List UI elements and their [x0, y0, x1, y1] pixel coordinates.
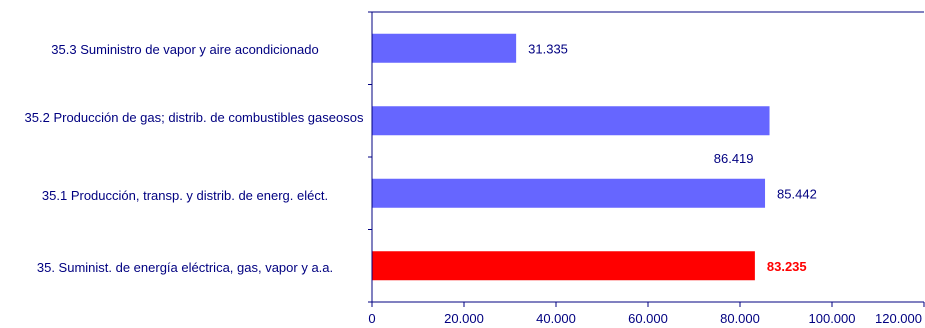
value-label-2: 85.442 — [777, 186, 817, 201]
x-tick-label-5: 100.000 — [809, 311, 856, 326]
x-tick-label-4: 80.000 — [720, 311, 760, 326]
category-label-35-1: 35.1 Producción, transp. y distrib. de e… — [41, 188, 329, 203]
x-tick-label-2: 40.000 — [536, 311, 576, 326]
x-tick-label-6: 120.000 — [875, 311, 922, 326]
bar-2 — [372, 178, 766, 208]
bar-3 — [372, 251, 755, 281]
x-tick-label-1: 20.000 — [444, 311, 484, 326]
x-tick-label-3: 60.000 — [628, 311, 668, 326]
value-label-0: 31.335 — [528, 41, 568, 56]
bar-1 — [372, 106, 770, 136]
x-tick-label-0: 0 — [368, 311, 375, 326]
value-label-1: 86.419 — [714, 151, 754, 166]
category-label-35-2: 35.2 Producción de gas; distrib. de comb… — [24, 110, 364, 125]
category-label-35: 35. Suminist. de energía eléctrica, gas,… — [36, 260, 334, 275]
bar-0 — [372, 33, 517, 63]
category-label-35-3: 35.3 Suministro de vapor y aire acondici… — [51, 42, 319, 57]
value-label-3: 83.235 — [767, 259, 807, 274]
